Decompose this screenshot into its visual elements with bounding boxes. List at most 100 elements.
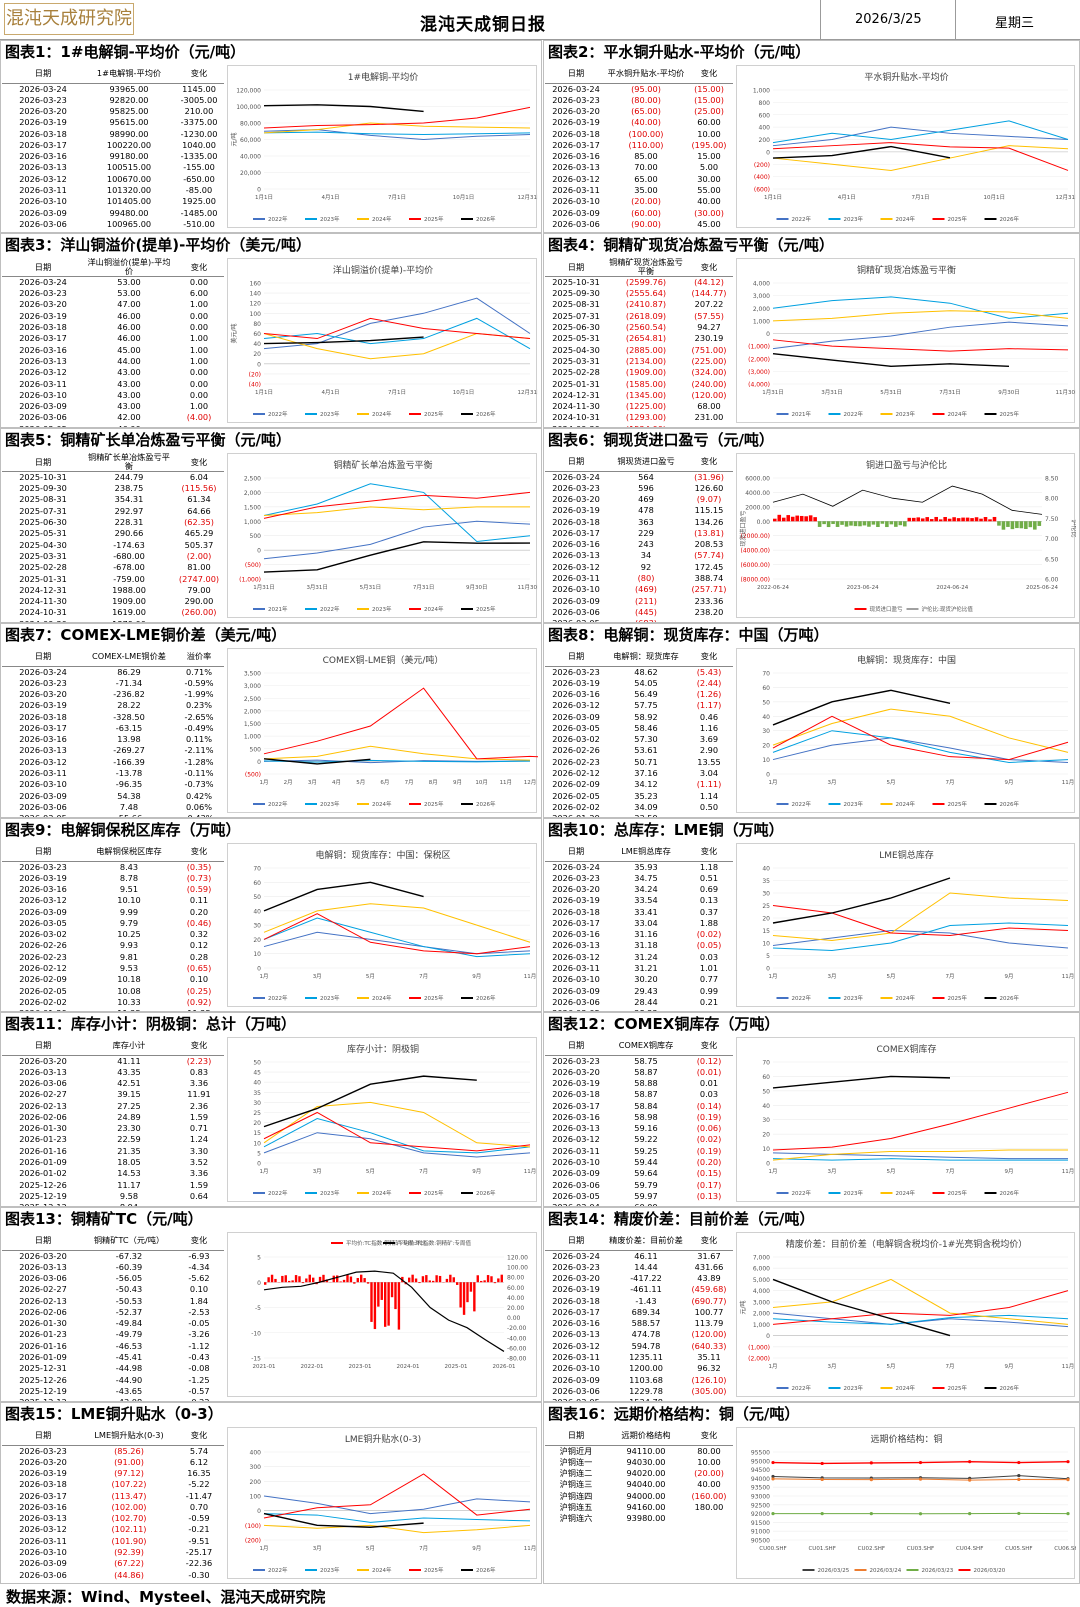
y-tick-label: 500: [250, 746, 262, 753]
x-tick-label: 7月: [405, 779, 414, 786]
x-tick-label: 7月: [419, 1168, 428, 1175]
series-line: [264, 123, 530, 133]
table-cell: 24.89: [84, 1112, 174, 1123]
table-cell: 2026-03-09: [2, 401, 84, 412]
x-tick-label: 12月31日: [518, 194, 539, 201]
y-tick-label: (1,000): [748, 344, 770, 351]
series-line: [264, 1514, 530, 1523]
table-cell: (195.00): [685, 140, 733, 151]
table-cell: 2026-02-23: [545, 757, 607, 768]
chart-title: LME铜总库存: [879, 849, 933, 861]
table-cell: -174.63: [84, 539, 174, 550]
table-cell: (2618.09): [607, 311, 685, 322]
import-pnl-bar: [921, 518, 925, 521]
tc-change-bar: [339, 1281, 341, 1282]
table-row: 2026-03-19(97.12)16.35: [2, 1468, 224, 1479]
table-cell: 100515.00: [84, 162, 174, 173]
table-cell: 55.00: [685, 185, 733, 196]
table-cell: 1.01: [685, 963, 733, 974]
table-cell: 31.18: [607, 940, 685, 951]
table-cell: -0.57: [174, 1386, 224, 1397]
import-pnl-bar: [1002, 521, 1006, 529]
y-tick-label: 60: [253, 331, 261, 338]
legend-label: 2026年: [1000, 800, 1020, 808]
y-tick-label: (600): [754, 187, 770, 194]
legend-label: 2024年: [896, 800, 916, 808]
tc-change-bar: [494, 1282, 496, 1283]
table-cell: 2026-03-12: [545, 174, 607, 185]
import-pnl-bar: [1020, 521, 1024, 528]
table-row: 2025-07-31(2618.09)(57.55): [545, 311, 733, 322]
table-cell: 14.53: [84, 1168, 174, 1179]
y-tick-label: 0: [257, 361, 261, 368]
table-cell: 35.00: [607, 185, 685, 196]
table-cell: -25.53: [174, 1581, 224, 1584]
x-tick-label: 9月: [1005, 779, 1014, 786]
table-cell: 689.34: [607, 1307, 685, 1318]
table-cell: -3.26: [174, 1329, 224, 1340]
table-cell: 2026-03-12: [545, 1134, 607, 1145]
table-cell: 2026-03-23: [545, 666, 607, 678]
table-cell: 1229.78: [607, 1386, 685, 1397]
legend-label: 2022年: [792, 800, 812, 808]
table-cell: 2026-03-13: [545, 550, 607, 561]
import-pnl-bar: [997, 521, 1001, 525]
table-cell: 2025-09-30: [2, 483, 84, 494]
table-cell: 94040.00: [607, 1479, 685, 1490]
table-cell: 58.87: [607, 1089, 685, 1100]
x-tick-label: 11月: [1062, 1168, 1075, 1175]
table-cell: 180.00: [685, 1502, 733, 1513]
series-point: [919, 1478, 922, 1481]
import-pnl-bar: [885, 521, 889, 527]
import-pnl-bar: [939, 519, 943, 521]
table-cell: 42.51: [84, 1078, 174, 1089]
x-tick-label: 5月31日: [880, 389, 902, 396]
table-cell: (1.11): [685, 779, 733, 790]
table-cell: 56.49: [607, 689, 685, 700]
table-cell: -2.53: [174, 1307, 224, 1318]
x-tick-label: 7月: [419, 1545, 428, 1552]
table-cell: 2026-03-19: [545, 895, 607, 906]
table-cell: 2026-03-23: [545, 95, 607, 106]
tc-change-bar: [387, 1282, 389, 1325]
tc-change-bar: [363, 1278, 365, 1282]
table-cell: 2026-03-13: [545, 162, 607, 173]
tc-change-bar: [302, 1282, 304, 1283]
x-tick-label: 5月: [366, 973, 375, 980]
y-tick-label: 200: [759, 137, 771, 144]
y-tick-label: 60: [762, 1074, 770, 1081]
legend-label: 2025年: [476, 605, 496, 613]
y-tick-label: 1,500: [244, 721, 261, 728]
y-tick-label: 93000: [751, 1494, 770, 1501]
table-cell: 2024-12-31: [2, 585, 84, 596]
table-cell: -11.47: [174, 1490, 224, 1501]
import-pnl-bar: [912, 518, 916, 521]
y-tick-label: 4000.00: [745, 490, 770, 497]
table-cell: 0.03: [685, 1089, 733, 1100]
panel-title: 图表2：平水铜升贴水-平均价（元/吨）: [548, 41, 810, 63]
table-row: 2025-02-28(1909.00)(324.00): [545, 367, 733, 378]
series-point: [1066, 1460, 1069, 1463]
table-cell: 2026-03-24: [545, 861, 607, 873]
import-pnl-bar: [916, 517, 920, 521]
tc-change-bar: [288, 1281, 290, 1282]
table-cell: 58.75: [607, 1055, 685, 1067]
table-cell: (95.00): [607, 83, 685, 95]
